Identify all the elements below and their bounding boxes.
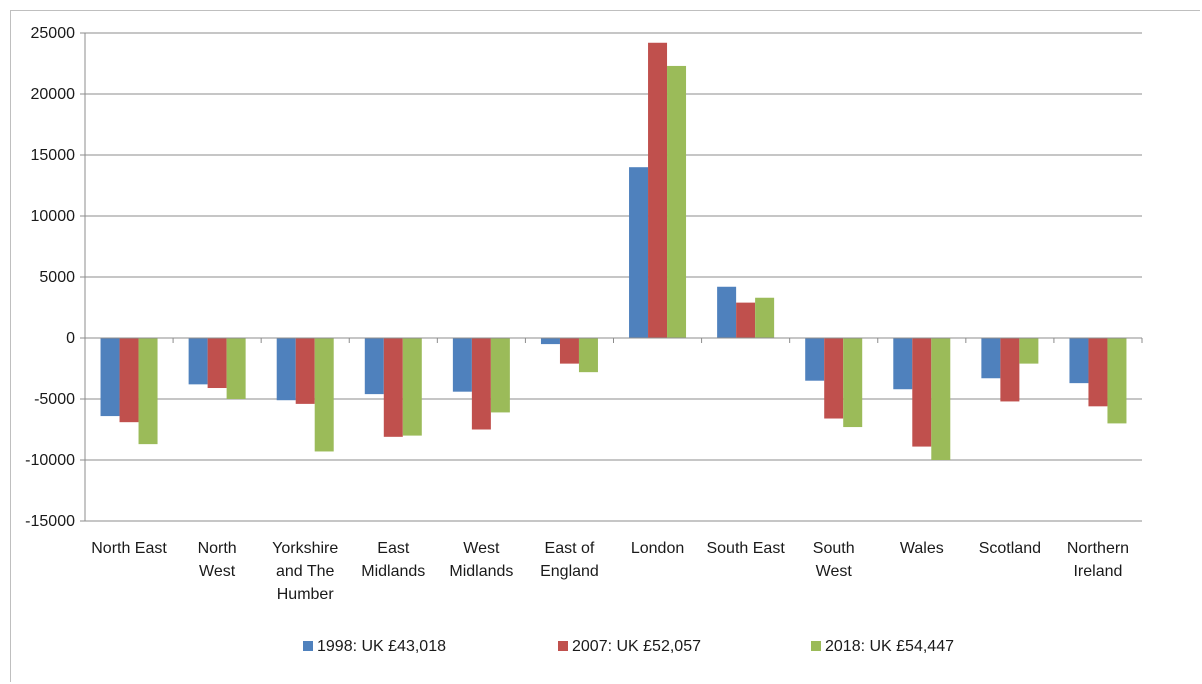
bar bbox=[1000, 338, 1020, 402]
bar bbox=[717, 286, 737, 338]
bar bbox=[100, 338, 120, 417]
x-tick-label: North East bbox=[91, 540, 167, 557]
y-tick-label: 0 bbox=[66, 330, 75, 347]
bar bbox=[931, 338, 951, 460]
y-tick-label: -5000 bbox=[34, 391, 75, 408]
chart-frame bbox=[10, 10, 1200, 682]
bar bbox=[1107, 338, 1127, 424]
legend-label: 2007: UK £52,057 bbox=[572, 638, 701, 655]
bar bbox=[648, 42, 668, 338]
bar bbox=[383, 338, 403, 437]
bar bbox=[490, 338, 510, 413]
x-tick-label: North West bbox=[198, 540, 237, 580]
x-tick-label: West Midlands bbox=[449, 540, 513, 580]
bar bbox=[912, 338, 932, 447]
x-tick-label: Yorkshire and The Humber bbox=[272, 540, 338, 603]
bars bbox=[100, 42, 1127, 460]
bar bbox=[893, 338, 913, 390]
x-tick-label: South West bbox=[813, 540, 855, 580]
bar bbox=[188, 338, 208, 385]
bar bbox=[629, 167, 649, 338]
x-tick-label: South East bbox=[706, 540, 785, 557]
legend-swatch bbox=[811, 641, 821, 651]
bar bbox=[578, 338, 598, 373]
bar bbox=[559, 338, 579, 364]
bar bbox=[1069, 338, 1089, 384]
legend-swatch bbox=[303, 641, 313, 651]
bar bbox=[667, 65, 687, 338]
bar bbox=[981, 338, 1001, 379]
bar bbox=[755, 297, 775, 338]
bar bbox=[452, 338, 472, 392]
bar bbox=[276, 338, 296, 401]
legend-swatch bbox=[558, 641, 568, 651]
y-tick-label: -15000 bbox=[25, 513, 75, 530]
bar bbox=[295, 338, 315, 404]
bar bbox=[207, 338, 227, 389]
x-tick-label: Scotland bbox=[979, 540, 1041, 557]
bar bbox=[226, 338, 246, 399]
bar bbox=[736, 302, 756, 338]
bar bbox=[805, 338, 825, 381]
bar bbox=[471, 338, 491, 430]
x-tick-label: Wales bbox=[900, 540, 944, 557]
y-tick-label: 20000 bbox=[31, 86, 76, 103]
gridlines bbox=[85, 32, 1142, 522]
legend: 1998: UK £43,018 2007: UK £52,057 2018: UK… bbox=[303, 638, 954, 655]
bar bbox=[402, 338, 422, 436]
y-axis: 25000 20000 15000 10000 5000 0 -5000 -10000 -150… bbox=[25, 25, 86, 530]
bar bbox=[364, 338, 384, 395]
bar bbox=[824, 338, 844, 419]
y-tick-label: 10000 bbox=[31, 208, 76, 225]
bar bbox=[1019, 338, 1039, 364]
x-axis: North East North West Yorkshire and The Humbe… bbox=[84, 337, 1143, 603]
x-tick-label: London bbox=[631, 540, 684, 557]
legend-label: 1998: UK £43,018 bbox=[317, 638, 446, 655]
x-tick-label: East of England bbox=[540, 540, 599, 580]
bar bbox=[843, 338, 863, 428]
y-tick-label: -10000 bbox=[25, 452, 75, 469]
x-tick-label: Northern Ireland bbox=[1067, 540, 1129, 580]
bar bbox=[540, 338, 560, 345]
x-tick-label: East Midlands bbox=[361, 540, 425, 580]
y-tick-label: 5000 bbox=[39, 269, 75, 286]
bar bbox=[138, 338, 158, 445]
bar bbox=[1088, 338, 1108, 407]
bar bbox=[314, 338, 334, 452]
bar bbox=[119, 338, 139, 423]
y-tick-label: 25000 bbox=[31, 25, 76, 42]
legend-label: 2018: UK £54,447 bbox=[825, 638, 954, 655]
y-tick-label: 15000 bbox=[31, 147, 76, 164]
